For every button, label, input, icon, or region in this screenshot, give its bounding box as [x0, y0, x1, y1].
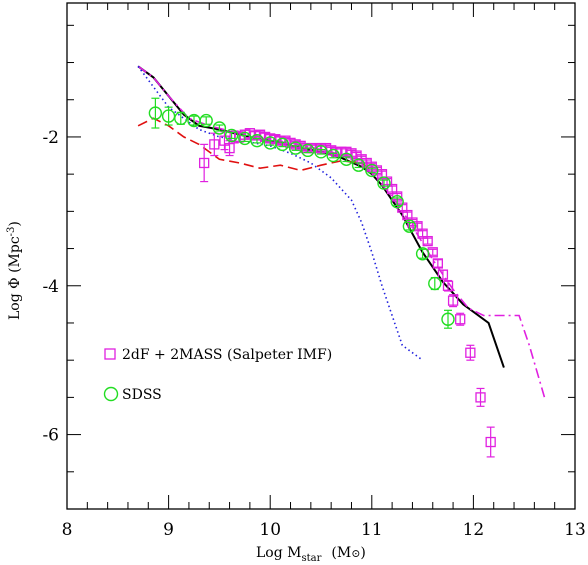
circle-marker [365, 163, 379, 178]
plot-border [66, 2, 576, 510]
circle-marker [224, 128, 239, 143]
circle-point [326, 148, 340, 163]
square-marker [224, 142, 235, 154]
circle-marker [415, 247, 430, 261]
circle-marker [326, 148, 340, 163]
circle-marker [402, 219, 417, 233]
y-tick-label: -2 [42, 128, 59, 148]
legend-square-marker [104, 348, 116, 360]
x-axis-title: Log Mstar (M⊙) [256, 545, 366, 564]
square-point [455, 312, 466, 326]
legend-entry: SDSS [103, 386, 162, 403]
circle-point [441, 309, 455, 329]
circle-point [174, 111, 188, 126]
data-points [148, 97, 496, 458]
circle-point [224, 128, 239, 143]
legend-circle-marker [103, 386, 119, 402]
circle-point [339, 152, 354, 166]
circle-marker [441, 312, 455, 326]
circle-point [187, 113, 201, 128]
legend: 2dF + 2MASS (Salpeter IMF) SDSS [103, 347, 332, 403]
dashed-curve [137, 117, 373, 172]
circle-marker [212, 121, 227, 135]
circle-marker [351, 158, 366, 172]
square-point [447, 294, 459, 308]
circle-point [148, 97, 163, 129]
square-marker [485, 436, 496, 448]
circle-point [301, 143, 315, 158]
circle-marker [148, 106, 163, 120]
square-marker [465, 347, 476, 358]
y-axis-title: Log Φ (Mpc-3) [6, 221, 23, 320]
circle-marker [199, 113, 213, 128]
circle-point [415, 247, 430, 261]
square-marker [422, 235, 433, 247]
circle-point [199, 113, 213, 128]
circle-point [402, 219, 417, 233]
square-marker [475, 392, 486, 403]
circle-point [275, 137, 290, 152]
x-tick-label: 13 [564, 520, 586, 540]
axis-ticks: 8 9 10 11 12 13 -2 -4 -6 [42, 3, 586, 540]
x-tick-label: 8 [62, 520, 73, 540]
square-marker [209, 139, 220, 150]
legend-label: 2dF + 2MASS (Salpeter IMF) [122, 347, 332, 363]
square-point [465, 344, 476, 361]
plot-frame [66, 2, 576, 510]
circle-point [161, 106, 176, 126]
circle-point [428, 276, 442, 291]
square-point [442, 279, 454, 292]
square-marker [437, 269, 449, 280]
y-tick-label: -4 [42, 277, 59, 297]
x-tick-label: 11 [361, 520, 383, 540]
circle-point [377, 176, 391, 190]
circle-marker [314, 145, 328, 159]
square-point [485, 426, 496, 458]
circle-marker [250, 133, 264, 148]
solid-curve [137, 65, 505, 368]
circle-marker [275, 137, 290, 152]
square-point [422, 235, 433, 247]
circle-marker [301, 143, 315, 158]
square-point [199, 143, 210, 183]
circle-point [351, 158, 366, 172]
circle-point [365, 163, 379, 178]
legend-label: SDSS [122, 387, 162, 403]
square-marker [447, 295, 459, 306]
x-tick-label: 10 [259, 520, 281, 540]
circle-marker [174, 111, 188, 126]
y-tick-label: -6 [42, 426, 59, 446]
square-marker [442, 280, 454, 291]
circle-point [390, 194, 404, 209]
square-marker [455, 314, 466, 325]
x-tick-label: 12 [463, 520, 485, 540]
square-marker [432, 258, 443, 269]
circle-marker [377, 176, 391, 190]
x-tick-label: 9 [163, 520, 174, 540]
square-point [209, 132, 220, 157]
square-point [475, 387, 486, 407]
circle-marker [390, 194, 404, 209]
circle-point [212, 121, 227, 135]
square-point [427, 247, 438, 258]
axis-titles: Log Mstar (M⊙) Log Φ (Mpc-3) [6, 221, 366, 564]
circle-marker [339, 152, 354, 166]
square-point [437, 269, 449, 280]
legend-entry: 2dF + 2MASS (Salpeter IMF) [104, 347, 332, 363]
circle-marker [428, 276, 442, 291]
square-point [432, 258, 443, 269]
square-marker [199, 157, 210, 169]
circle-point [314, 145, 328, 159]
circle-point [250, 133, 264, 148]
